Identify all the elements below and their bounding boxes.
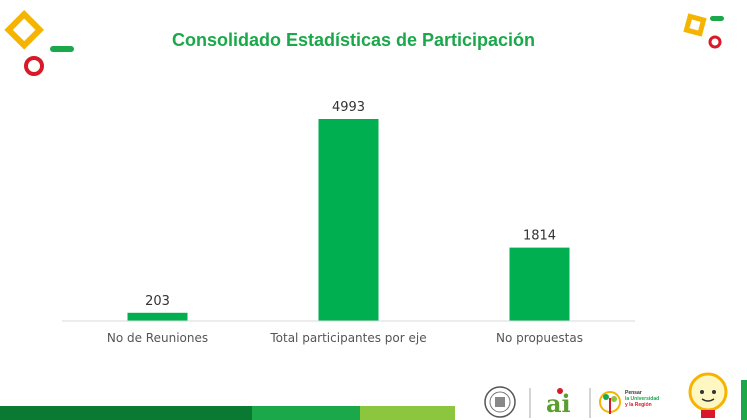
tree-logo-icon	[599, 391, 621, 414]
tick-label-0: No de Reuniones	[107, 331, 208, 345]
yellow-square-icon	[683, 13, 707, 37]
bar-2	[509, 247, 570, 321]
university-seal-icon	[484, 386, 516, 418]
green-dash-icon	[710, 16, 724, 21]
yellow-diamond-icon	[4, 10, 44, 50]
right-edge-bar	[741, 380, 747, 420]
logo-tagline: Pensar la Universidad y la Región	[625, 390, 659, 408]
tagline-line-1: Pensar	[625, 390, 642, 396]
red-ring-icon	[708, 35, 722, 49]
tick-label-2: No propuestas	[496, 331, 583, 345]
lightbulb-mascot-icon	[688, 372, 728, 418]
data-label-0: 203	[145, 294, 170, 309]
svg-text:ai: ai	[546, 389, 571, 418]
red-ring-icon	[24, 56, 44, 76]
decor-top-right	[683, 13, 724, 49]
data-label-2: 1814	[523, 229, 556, 244]
ai-logo-icon: ai	[546, 388, 571, 418]
data-label-1: 4993	[332, 100, 365, 115]
decor-top-left	[4, 10, 74, 76]
tagline-line-3: y la Región	[625, 402, 652, 408]
footer-bar-light	[360, 406, 455, 420]
tick-label-1: Total participantes por eje	[269, 331, 426, 345]
footer-bar-dark	[0, 406, 252, 420]
page-title: Consolidado Estadísticas de Participació…	[171, 30, 536, 50]
green-dash-icon	[50, 46, 74, 52]
bar-1	[318, 119, 379, 321]
footer-bar-mid	[252, 406, 360, 420]
bar-0	[127, 312, 188, 321]
tagline-line-2: la Universidad	[625, 396, 660, 402]
logo-strip: ai	[484, 372, 747, 420]
